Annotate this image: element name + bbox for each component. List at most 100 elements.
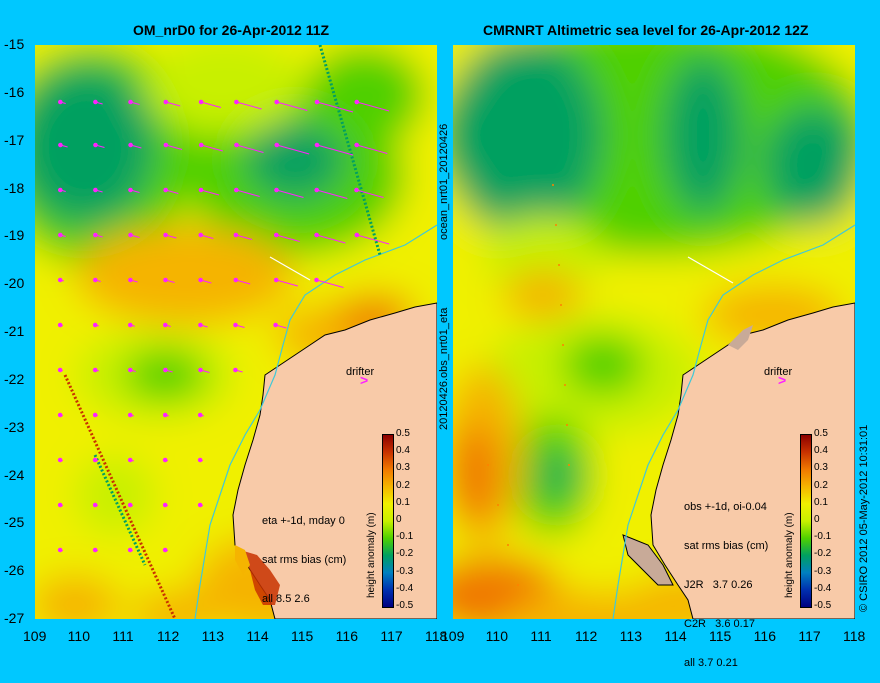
velocity-arrow-head [57,412,63,418]
velocity-arrow-head [128,232,133,238]
colorbar-label: height anomaly (m) [784,512,795,598]
colorbar-tick-label: 0.1 [814,496,828,508]
lon-tick-label: 111 [112,628,134,644]
velocity-arrow [201,144,223,152]
colorbar-tick-label: 0.5 [396,428,410,439]
velocity-arrow-head [233,232,239,238]
velocity-arrow-head [57,457,63,463]
right-annotation: obs +-1d, oi-0.04 sat rms bias (cm) J2R … [684,475,768,683]
velocity-arrow-head [314,277,319,283]
lon-tick-label: 112 [157,628,180,644]
right-annotation-line-4: C2R 3.6 0.17 [684,618,755,630]
velocity-arrow [356,189,384,198]
velocity-arrow [316,234,346,244]
velocity-arrow-head [57,277,63,283]
velocity-arrow-head [354,142,360,148]
lon-tick-label: 113 [619,628,642,644]
left-map-title: OM_nrD0 for 26-Apr-2012 11Z [133,22,330,38]
lon-tick-label: 114 [664,628,687,644]
credit-label: © CSIRO 2012 05-May-2012 10:31:01 [858,424,870,612]
velocity-arrow-head [128,367,133,373]
obs-id-label: 20120426.obs_nrt01_eta [438,307,450,430]
lat-tick-label: -22 [4,370,25,387]
left-annotation-line-1: eta +-1d, mday 0 [262,515,345,527]
velocity-arrow-head [274,232,279,238]
lat-tick-label: -16 [4,83,25,100]
velocity-arrow-head [234,187,239,193]
velocity-arrow-head [127,412,133,418]
colorbar-tick-label: -0.4 [814,582,832,594]
colorbar-tick-label: 0.4 [396,445,410,457]
lon-tick-label: 113 [201,628,224,644]
velocity-arrow-head [354,232,360,238]
run-id-label: ocean_nrt01_20120426 [438,123,450,240]
velocity-arrow-head [274,187,279,193]
left-annotation-line-3: all 8.5 2.6 [262,593,310,605]
velocity-arrow [316,144,354,156]
velocity-arrow-head [127,502,133,508]
colorbar-label: height anomaly (m) [366,512,377,598]
left-annotation-line-2: sat rms bias (cm) [262,554,347,566]
velocity-arrow-head [314,99,320,105]
lon-tick-label: 118 [425,628,448,644]
colorbar-tick-label: -0.1 [814,531,832,543]
velocity-arrow-head [128,99,133,105]
velocity-arrow [316,101,354,113]
lon-tick-label: 116 [753,628,776,644]
isobath-line [612,224,855,619]
right-annotation-line-5: all 3.7 0.21 [684,657,738,669]
lon-tick-label: 116 [335,628,358,644]
colorbar-tick-label: 0.4 [814,445,828,457]
right-map-title: CMRNRT Altimetric sea level for 26-Apr-2… [483,22,809,38]
velocity-arrow-head [93,187,98,193]
velocity-arrow [316,279,344,288]
velocity-arrow-head [93,277,98,283]
lon-tick-label: 109 [23,628,47,644]
lon-tick-label: 112 [575,628,598,644]
colorbar-tick-label: 0.3 [814,462,828,474]
velocity-arrow-head [93,99,98,105]
lat-tick-label: -18 [4,179,25,196]
colorbar-tick-label: 0 [814,514,820,525]
lat-tick-label: -24 [4,466,25,483]
lat-tick-label: -19 [4,227,25,244]
velocity-arrow-head [57,322,63,328]
velocity-arrow-head [198,99,204,105]
colorbar-tick-label: -0.3 [396,565,414,577]
colorbar-tick-label: -0.5 [814,600,832,611]
left-drifter-label: drifter [346,366,375,378]
colorbar-gradient [800,434,812,608]
velocity-arrow-head [198,187,204,193]
right-annotation-line-3: J2R 3.7 0.26 [684,579,753,591]
drifter-marker: > [778,372,786,388]
colorbar-tick-label: 0.2 [396,479,410,491]
velocity-arrow [276,101,308,111]
velocity-arrow [236,189,260,197]
velocity-arrow [235,279,251,285]
velocity-arrow-head [197,412,203,418]
lat-tick-label: -20 [4,275,25,292]
velocity-arrow-head [163,99,169,105]
velocity-arrow [165,144,183,150]
colorbar-tick-label: -0.2 [396,548,414,560]
velocity-arrow-head [162,457,168,463]
lon-tick-label: 115 [291,628,314,644]
velocity-arrow-head [57,547,63,553]
colorbar-tick-label: -0.5 [396,600,414,611]
velocity-arrow [236,101,262,110]
velocity-arrow-head [233,367,238,373]
lat-tick-label: -17 [4,131,25,148]
velocity-arrow-head [198,232,203,238]
velocity-arrow-head [92,322,98,328]
velocity-arrow-head [92,502,98,508]
velocity-vectors [57,99,390,553]
lon-tick-label: 114 [246,628,269,644]
velocity-arrow-head [234,99,239,105]
velocity-arrow-head [354,187,359,193]
velocity-arrow [276,279,298,287]
colorbar-tick-label: 0.1 [396,496,410,508]
velocity-arrow-head [162,412,168,418]
velocity-arrow-head [314,142,320,148]
velocity-arrow-head [92,547,98,553]
right-annotation-line-2: sat rms bias (cm) [684,540,769,552]
